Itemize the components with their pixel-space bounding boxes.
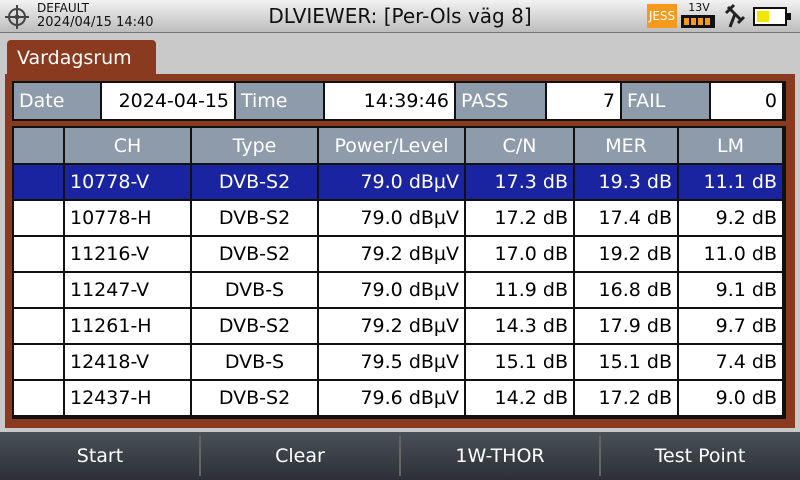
table-cell[interactable]: DVB-S2 [192,237,317,271]
gps-icon [5,5,29,29]
battery-icon [753,7,791,26]
row-marker[interactable] [14,273,63,307]
summary-label: Time [236,83,323,119]
table-cell[interactable]: 9.7 dB [679,309,782,343]
column-header: C/N [466,128,573,163]
table-cell[interactable]: 11.9 dB [466,273,573,307]
status-datetime: 2024/04/15 14:40 [37,15,154,30]
table-cell[interactable]: 9.1 dB [679,273,782,307]
table-cell[interactable]: 11247-V [65,273,190,307]
table-cell[interactable]: 15.1 dB [466,345,573,379]
summary-value: 14:39:46 [325,83,454,119]
row-marker[interactable] [14,201,63,235]
summary-value: 2024-04-15 [102,83,234,119]
table-cell[interactable]: 79.0 dBµV [319,165,464,199]
table-cell[interactable]: 14.2 dB [466,381,573,415]
table-cell[interactable]: 12437-H [65,381,190,415]
table-cell[interactable]: DVB-S [192,345,317,379]
badge: JESS [647,4,677,28]
table-cell[interactable]: 11261-H [65,309,190,343]
softkey-button[interactable]: Test Point [654,445,746,467]
table-cell[interactable]: DVB-S2 [192,309,317,343]
table-cell[interactable]: 19.3 dB [575,165,677,199]
table-cell[interactable]: DVB-S2 [192,165,317,199]
summary-label: PASS [456,83,545,119]
table-cell[interactable]: DVB-S2 [192,201,317,235]
table-cell[interactable]: 17.2 dB [466,201,573,235]
summary-value: 7 [547,83,620,119]
column-header: CH [65,128,190,163]
voltage: 13V [688,1,710,14]
table-cell[interactable]: 79.2 dBµV [319,309,464,343]
separator [199,436,201,476]
profile-name: DEFAULT [37,1,89,15]
table-cell[interactable]: 17.3 dB [466,165,573,199]
table-cell[interactable]: 79.2 dBµV [319,237,464,271]
column-header: MER [575,128,677,163]
row-marker[interactable] [14,165,63,199]
softkey-button[interactable]: Start [76,445,124,467]
row-marker[interactable] [14,345,63,379]
table-cell[interactable]: 12418-V [65,345,190,379]
power-icon [681,15,715,28]
table-cell[interactable]: 14.3 dB [466,309,573,343]
table-cell[interactable]: 7.4 dB [679,345,782,379]
column-header: LM [679,128,782,163]
softkey-button[interactable]: 1W-THOR [455,445,545,467]
table-cell[interactable]: DVB-S [192,273,317,307]
table-cell[interactable]: 11.0 dB [679,237,782,271]
softkey-button[interactable]: Clear [275,445,325,467]
column-header: Type [192,128,317,163]
satellite-icon [724,3,746,28]
row-marker[interactable] [14,237,63,271]
table-cell[interactable]: 79.6 dBµV [319,381,464,415]
row-marker[interactable] [14,381,63,415]
table-cell[interactable]: 17.0 dB [466,237,573,271]
separator [599,436,601,476]
header-cell [14,128,63,163]
table-cell[interactable]: 17.9 dB [575,309,677,343]
column-header: Power/Level [319,128,464,163]
row-marker[interactable] [14,309,63,343]
table-cell[interactable]: 16.8 dB [575,273,677,307]
table-cell[interactable]: 79.0 dBµV [319,201,464,235]
table-cell[interactable]: 11216-V [65,237,190,271]
table-cell[interactable]: DVB-S2 [192,381,317,415]
table-cell[interactable]: 15.1 dB [575,345,677,379]
tab[interactable]: Vardagsrum [7,40,156,76]
table-cell[interactable]: 10778-H [65,201,190,235]
table-cell[interactable]: 79.5 dBµV [319,345,464,379]
summary-label: FAIL [622,83,709,119]
table-cell[interactable]: 9.0 dB [679,381,782,415]
table-cell[interactable]: 9.2 dB [679,201,782,235]
summary-value: 0 [711,83,782,119]
table-cell[interactable]: 11.1 dB [679,165,782,199]
table-cell[interactable]: 79.0 dBµV [319,273,464,307]
window-title: DLVIEWER: [Per-Ols väg 8] [268,4,532,28]
table-cell[interactable]: 17.4 dB [575,201,677,235]
separator [399,436,401,476]
table-cell[interactable]: 17.2 dB [575,381,677,415]
summary-label: Date [14,83,100,119]
table-cell[interactable]: 19.2 dB [575,237,677,271]
table-cell[interactable]: 10778-V [65,165,190,199]
